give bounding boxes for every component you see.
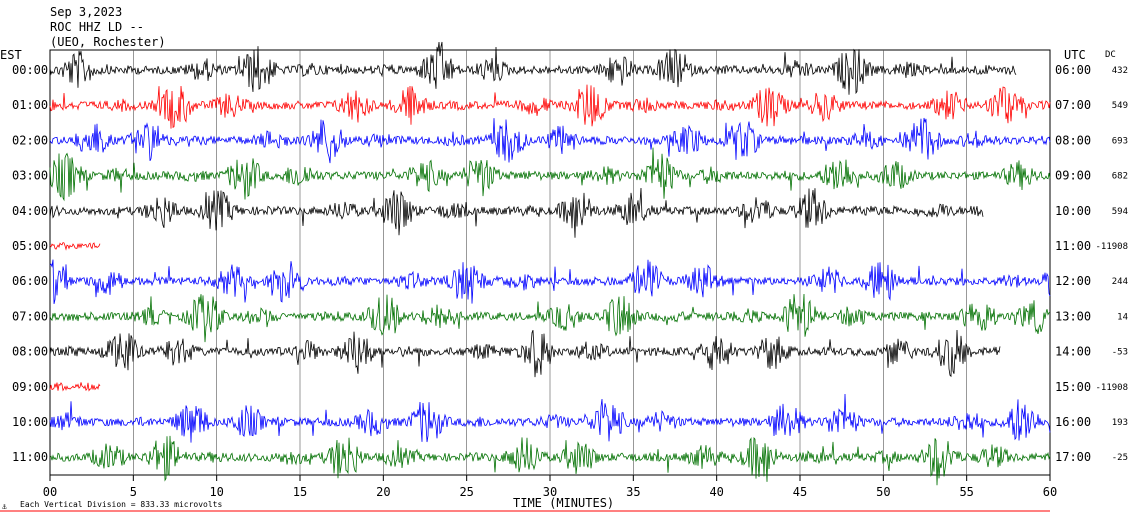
trace-line — [49, 84, 1051, 129]
est-hour-label: 04:00 — [12, 204, 48, 218]
chart-date: Sep 3,2023 — [50, 5, 122, 19]
est-hour-label: 03:00 — [12, 169, 48, 183]
trace-line — [49, 329, 1001, 378]
est-hour-label: 05:00 — [12, 239, 48, 253]
est-hour-label: 11:00 — [12, 450, 48, 464]
utc-hour-labels: 06:00 07:00 08:00 09:00 10:00 11:00 12:00 13:00… — [1055, 63, 1091, 464]
left-axis-label: EST — [0, 48, 22, 62]
est-hour-label: 09:00 — [12, 380, 48, 394]
dc-label: DC — [1105, 50, 1116, 60]
x-tick-label: 30 — [543, 485, 557, 499]
trace-line — [49, 147, 1051, 202]
trace-line — [49, 293, 1051, 343]
utc-hour-label: 14:00 — [1055, 345, 1091, 359]
est-hour-label: 02:00 — [12, 133, 48, 147]
est-hour-label: 08:00 — [12, 345, 48, 359]
dc-value: 682 — [1112, 172, 1128, 182]
trace-line — [49, 41, 1017, 95]
dc-offset-values: 432 549 693 682 594 -11908 244 14 -53 -11908 193 -2… — [1095, 66, 1128, 463]
utc-hour-label: 10:00 — [1055, 204, 1091, 218]
trace-line — [49, 259, 1051, 304]
utc-hour-label: 06:00 — [1055, 63, 1091, 77]
utc-hour-label: 07:00 — [1055, 98, 1091, 112]
x-axis-ticks: 00 5 10 15 20 25 30 35 40 45 50 55 60 — [43, 475, 1057, 499]
x-tick-label: 60 — [1043, 485, 1057, 499]
trace-line — [49, 393, 1051, 443]
trace-line — [49, 242, 101, 251]
dc-value: -53 — [1112, 348, 1128, 358]
dc-value: 549 — [1112, 101, 1128, 111]
utc-hour-label: 11:00 — [1055, 239, 1091, 253]
x-tick-label: 40 — [709, 485, 723, 499]
x-tick-label: 35 — [626, 485, 640, 499]
scale-note-icon: ⚓ — [2, 502, 7, 511]
station-network: (UEO, Rochester) — [50, 35, 166, 49]
dc-value: 432 — [1112, 66, 1128, 76]
utc-hour-label: 17:00 — [1055, 450, 1091, 464]
dc-value: 193 — [1112, 418, 1128, 428]
x-tick-label: 10 — [209, 485, 223, 499]
dc-value: -11908 — [1095, 383, 1128, 393]
dc-value: 244 — [1112, 277, 1128, 287]
trace-line — [49, 117, 1051, 164]
est-hour-label: 10:00 — [12, 415, 48, 429]
minute-grid — [133, 50, 967, 475]
est-hour-labels: 00:00 01:00 02:00 03:00 04:00 05:00 06:00 07:00… — [12, 63, 48, 464]
dc-value: 693 — [1112, 136, 1128, 146]
station-code: ROC HHZ LD -- — [50, 20, 144, 34]
utc-hour-label: 15:00 — [1055, 380, 1091, 394]
dc-value: 594 — [1112, 207, 1128, 217]
x-tick-label: 00 — [43, 485, 57, 499]
dc-value: -11908 — [1095, 242, 1128, 252]
x-tick-label: 50 — [876, 485, 890, 499]
x-tick-label: 5 — [130, 485, 137, 499]
x-tick-label: 25 — [459, 485, 473, 499]
x-tick-label: 20 — [376, 485, 390, 499]
dc-value: 14 — [1117, 312, 1128, 322]
est-hour-label: 06:00 — [12, 274, 48, 288]
est-hour-label: 07:00 — [12, 309, 48, 323]
right-axis-label: UTC — [1064, 48, 1086, 62]
utc-hour-label: 09:00 — [1055, 169, 1091, 183]
utc-hour-label: 12:00 — [1055, 274, 1091, 288]
utc-hour-label: 08:00 — [1055, 133, 1091, 147]
trace-line — [49, 187, 984, 238]
scale-note: Each Vertical Division = 833.33 microvol… — [20, 500, 222, 509]
dc-value: -25 — [1112, 453, 1128, 463]
x-tick-label: 15 — [293, 485, 307, 499]
x-axis-title: TIME (MINUTES) — [513, 496, 614, 510]
est-hour-label: 01:00 — [12, 98, 48, 112]
est-hour-label: 00:00 — [12, 63, 48, 77]
utc-hour-label: 13:00 — [1055, 309, 1091, 323]
trace-line — [49, 382, 101, 392]
utc-hour-label: 16:00 — [1055, 415, 1091, 429]
x-tick-label: 55 — [959, 485, 973, 499]
seismic-traces — [49, 41, 1051, 486]
x-tick-label: 45 — [793, 485, 807, 499]
trace-line — [49, 435, 1051, 486]
